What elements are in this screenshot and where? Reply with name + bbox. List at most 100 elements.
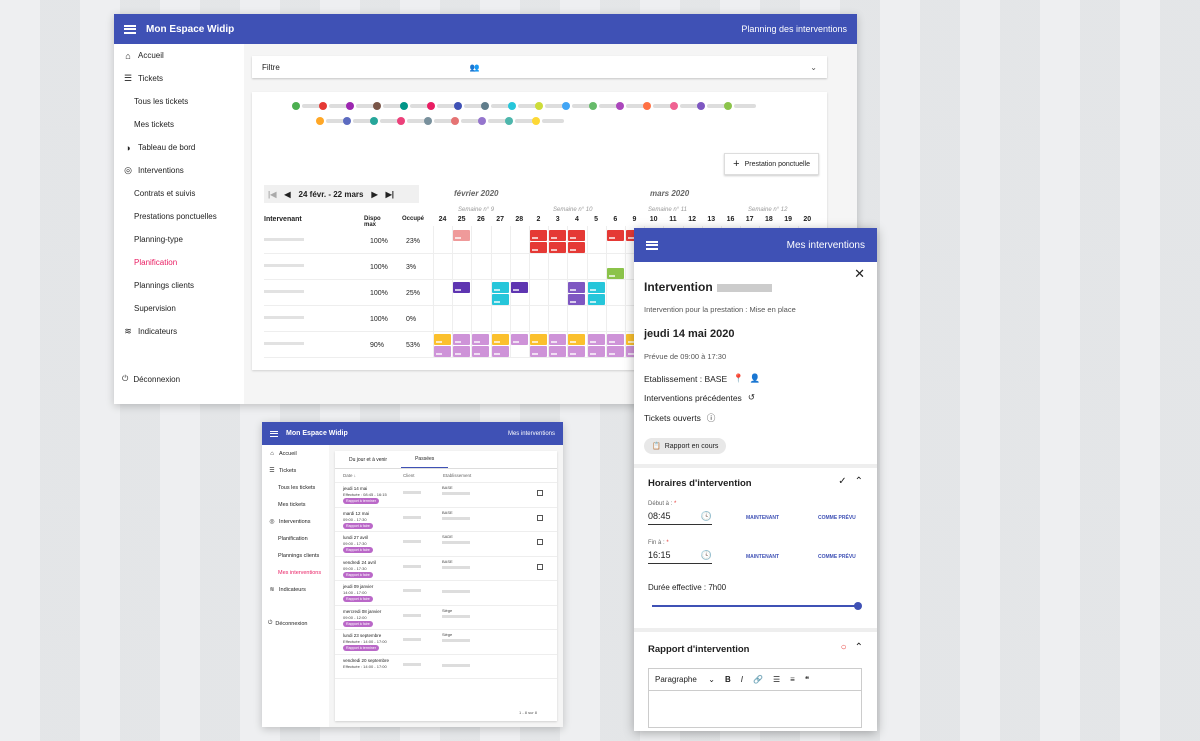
debut-now-button[interactable]: MAINTENANT bbox=[746, 515, 780, 521]
sidebar-item[interactable]: ≋ Indicateurs bbox=[262, 581, 329, 598]
intervention-block[interactable] bbox=[606, 346, 624, 357]
sidebar-item[interactable]: ⌂ Accueil bbox=[114, 44, 244, 67]
intervention-block[interactable] bbox=[472, 346, 490, 357]
fin-time-input[interactable]: 16:15 🕓 bbox=[648, 550, 712, 564]
col-date[interactable]: Date ↓ bbox=[343, 473, 357, 478]
filter-panel[interactable]: Filtre 👥 ⌄ bbox=[252, 56, 827, 78]
qr-scan-icon[interactable] bbox=[537, 539, 543, 545]
intervention-block[interactable] bbox=[568, 294, 586, 305]
intervention-block[interactable] bbox=[453, 282, 471, 293]
table-row[interactable]: mardi 12 mai 09:00 - 17:30 Rapport à faire… bbox=[335, 508, 557, 532]
sidebar-item[interactable]: Tous les tickets bbox=[114, 90, 244, 113]
qr-scan-icon[interactable] bbox=[537, 514, 543, 521]
intervention-block[interactable] bbox=[606, 230, 624, 241]
table-row[interactable]: vendredi 24 avril 09:00 - 17:30 Rapport à … bbox=[335, 557, 557, 581]
table-row[interactable]: jeudi 09 janvier 14:00 - 17:00 Rapport à f… bbox=[335, 581, 557, 606]
chevron-down-icon[interactable]: ⌄ bbox=[810, 62, 817, 72]
sidebar-item[interactable]: Mes tickets bbox=[114, 113, 244, 136]
intervention-block[interactable] bbox=[453, 334, 471, 345]
intervention-block[interactable] bbox=[530, 346, 547, 357]
intervention-block[interactable] bbox=[491, 346, 509, 357]
qr-scan-icon[interactable] bbox=[537, 490, 543, 496]
duration-slider[interactable] bbox=[652, 601, 862, 610]
intervention-block[interactable] bbox=[549, 230, 567, 241]
intervention-block[interactable] bbox=[549, 242, 567, 253]
intervention-block[interactable] bbox=[510, 334, 528, 345]
chevron-up-icon[interactable]: ⌃ bbox=[854, 476, 863, 487]
qr-scan-icon[interactable] bbox=[537, 563, 543, 570]
open-tickets-link[interactable]: Tickets ouverts ⓘ bbox=[644, 412, 715, 424]
sidebar-item[interactable]: Plannings clients bbox=[114, 274, 244, 297]
intervention-block[interactable] bbox=[491, 294, 509, 305]
sidebar-item[interactable]: Supervision bbox=[114, 297, 244, 320]
intervention-block[interactable] bbox=[587, 282, 605, 293]
prev-icon[interactable]: ◀ bbox=[284, 189, 291, 199]
paragraph-select[interactable]: Paragraphe ⌄ bbox=[655, 675, 715, 684]
sidebar-item[interactable]: ☰ Tickets bbox=[114, 67, 244, 90]
menu-icon[interactable] bbox=[270, 430, 278, 437]
sidebar-item[interactable]: Tous les tickets bbox=[262, 479, 329, 496]
last-page-icon[interactable]: ▶| bbox=[385, 189, 395, 199]
sidebar-item[interactable]: ◎ Interventions bbox=[114, 159, 244, 182]
intervention-block[interactable] bbox=[587, 294, 605, 305]
menu-icon[interactable] bbox=[124, 24, 136, 34]
intervention-block[interactable] bbox=[491, 334, 509, 345]
fin-as-planned-button[interactable]: COMME PRÉVU bbox=[818, 554, 856, 560]
clock-icon[interactable]: 🕓 bbox=[700, 550, 712, 560]
sidebar-item[interactable]: Planning-type bbox=[114, 228, 244, 251]
intervention-block[interactable] bbox=[549, 334, 567, 345]
sidebar-item[interactable]: Planification bbox=[114, 251, 244, 274]
tab-past[interactable]: Passées bbox=[401, 451, 449, 468]
intervention-block[interactable] bbox=[568, 230, 586, 241]
sidebar-item[interactable]: Planification bbox=[262, 530, 329, 547]
intervention-block[interactable] bbox=[530, 242, 547, 253]
report-editor[interactable]: Paragraphe ⌄ B I 🔗 ☰ ≡ ❝ bbox=[648, 668, 862, 728]
menu-icon[interactable] bbox=[646, 240, 658, 250]
intervention-block[interactable] bbox=[434, 334, 451, 345]
close-icon[interactable]: ✕ bbox=[854, 266, 865, 281]
intervention-block[interactable] bbox=[568, 242, 586, 253]
sidebar-item[interactable]: ◑ Tableau de bord bbox=[114, 136, 244, 159]
logout-item[interactable]: ⏻ Déconnexion bbox=[122, 374, 180, 384]
clock-icon[interactable]: 🕓 bbox=[700, 511, 712, 521]
intervention-block[interactable] bbox=[453, 346, 471, 357]
tab-upcoming[interactable]: Du jour et à venir bbox=[349, 456, 388, 463]
link-icon[interactable]: 🔗 bbox=[753, 675, 763, 684]
chevron-up-icon[interactable]: ⌃ bbox=[854, 642, 863, 653]
sidebar-item[interactable]: ≋ Indicateurs bbox=[114, 320, 244, 343]
intervention-block[interactable] bbox=[606, 268, 624, 279]
debut-time-input[interactable]: 08:45 🕓 bbox=[648, 511, 712, 525]
next-icon[interactable]: ▶ bbox=[371, 189, 378, 199]
add-prestation-button[interactable]: + Prestation ponctuelle bbox=[724, 153, 819, 175]
slider-handle[interactable] bbox=[854, 601, 862, 610]
intervention-block[interactable] bbox=[510, 282, 528, 293]
intervention-block[interactable] bbox=[587, 334, 605, 345]
intervention-block[interactable] bbox=[530, 334, 547, 345]
intervention-block[interactable] bbox=[453, 230, 471, 241]
table-row[interactable]: mercredi 08 janvier 09:00 - 12:00 Rapport … bbox=[335, 606, 557, 630]
table-row[interactable]: lundi 23 septembre Effectuée : 14:00 - 17… bbox=[335, 630, 557, 655]
debut-as-planned-button[interactable]: COMME PRÉVU bbox=[818, 515, 856, 521]
sidebar-item[interactable]: ◎ Interventions bbox=[262, 513, 329, 530]
intervention-block[interactable] bbox=[472, 334, 490, 345]
sidebar-item[interactable]: ☰ Tickets bbox=[262, 462, 329, 479]
italic-icon[interactable]: I bbox=[740, 675, 744, 684]
numbered-list-icon[interactable]: ≡ bbox=[790, 675, 795, 684]
fin-now-button[interactable]: MAINTENANT bbox=[746, 554, 780, 560]
table-row[interactable]: lundi 27 avril 09:00 - 17:30 Rapport à fai… bbox=[335, 532, 557, 557]
intervention-block[interactable] bbox=[530, 230, 547, 241]
previous-interventions-link[interactable]: Interventions précédentes ↺ bbox=[644, 392, 755, 403]
intervention-block[interactable] bbox=[568, 346, 586, 357]
table-row[interactable]: jeudi 14 mai Effectuée : 08:45 - 16:15 Rap… bbox=[335, 483, 557, 508]
first-page-icon[interactable]: |◀ bbox=[268, 189, 277, 199]
sidebar-item[interactable]: ⌂ Accueil bbox=[262, 445, 329, 462]
quote-icon[interactable]: ❝ bbox=[804, 675, 810, 684]
intervention-block[interactable] bbox=[491, 282, 509, 293]
intervention-block[interactable] bbox=[549, 346, 567, 357]
table-row[interactable]: vendredi 20 septembre Effectuée : 14:00 -… bbox=[335, 655, 557, 679]
location-pin-icon[interactable]: 📍 bbox=[733, 373, 744, 383]
person-icon[interactable]: 👤 bbox=[749, 373, 761, 383]
sidebar-item[interactable]: Contrats et suivis bbox=[114, 182, 244, 205]
intervention-block[interactable] bbox=[587, 346, 605, 357]
bold-icon[interactable]: B bbox=[725, 675, 731, 684]
